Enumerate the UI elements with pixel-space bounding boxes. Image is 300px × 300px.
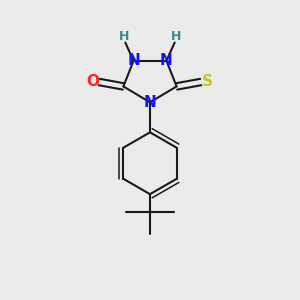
Text: H: H — [171, 29, 181, 43]
Text: O: O — [86, 74, 99, 89]
Text: H: H — [119, 29, 129, 43]
Text: N: N — [160, 53, 173, 68]
Text: S: S — [202, 74, 213, 89]
Text: N: N — [127, 53, 140, 68]
Text: N: N — [144, 95, 156, 110]
